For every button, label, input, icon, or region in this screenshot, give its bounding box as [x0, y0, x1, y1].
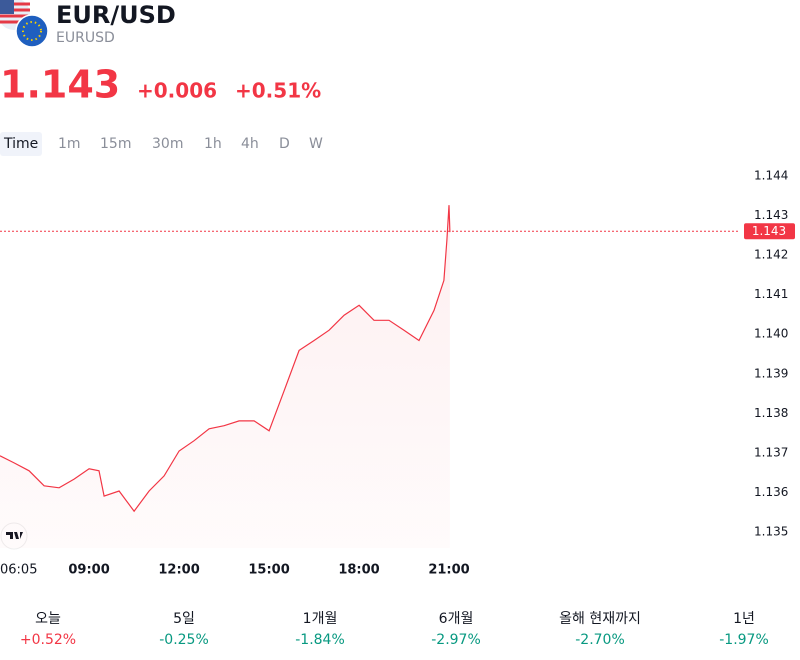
period-label: 1년: [733, 611, 755, 627]
x-tick-label: 06:05: [0, 563, 37, 578]
interval-button[interactable]: 1h: [204, 136, 222, 152]
x-tick-label: 21:00: [428, 563, 469, 578]
y-tick-label: 1.144: [754, 168, 788, 182]
interval-button[interactable]: 4h: [241, 136, 259, 152]
period-change: -1.97%: [719, 632, 769, 648]
interval-button[interactable]: W: [309, 136, 323, 152]
interval-button[interactable]: D: [279, 136, 290, 152]
y-tick-label: 1.136: [754, 485, 788, 499]
y-tick-label: 1.143: [754, 208, 788, 222]
active-interval-bg: [0, 132, 42, 156]
change-pct: +0.51%: [235, 79, 321, 103]
period-label: 올해 현재까지: [559, 611, 641, 627]
y-tick-label: 1.141: [754, 287, 788, 301]
period-label: 1개월: [303, 611, 338, 627]
period-label: 오늘: [35, 611, 61, 627]
last-price-badge: [744, 223, 795, 240]
last-price-label: 1.143: [752, 224, 786, 238]
y-tick-label: 1.137: [754, 445, 788, 459]
y-tick-label: 1.138: [754, 406, 788, 420]
symbol: EURUSD: [56, 30, 115, 46]
price: 1.143: [0, 63, 120, 107]
period-change: -2.97%: [431, 632, 481, 648]
y-tick-label: 1.142: [754, 248, 788, 262]
change: +0.006: [137, 79, 217, 103]
interval-button[interactable]: 1m: [58, 136, 81, 152]
x-tick-label: 15:00: [248, 563, 289, 578]
period-change: +0.52%: [20, 632, 76, 648]
area: [0, 205, 450, 548]
flags: [0, 0, 49, 48]
interval-button[interactable]: Time: [3, 136, 38, 152]
y-tick-label: 1.135: [754, 525, 788, 539]
title: EUR/USD: [56, 1, 176, 29]
period-change: -0.25%: [159, 632, 209, 648]
period-change: -1.84%: [295, 632, 345, 648]
interval-button[interactable]: 30m: [152, 136, 183, 152]
y-tick-label: 1.139: [754, 366, 788, 380]
period-label: 6개월: [439, 611, 474, 627]
interval-button[interactable]: 15m: [100, 136, 131, 152]
x-tick-label: 09:00: [68, 563, 109, 578]
x-tick-label: 18:00: [338, 563, 379, 578]
period-change: -2.70%: [575, 632, 625, 648]
x-tick-label: 12:00: [158, 563, 199, 578]
period-label: 5일: [173, 611, 195, 627]
price-line: [0, 205, 451, 513]
y-tick-label: 1.140: [754, 327, 788, 341]
